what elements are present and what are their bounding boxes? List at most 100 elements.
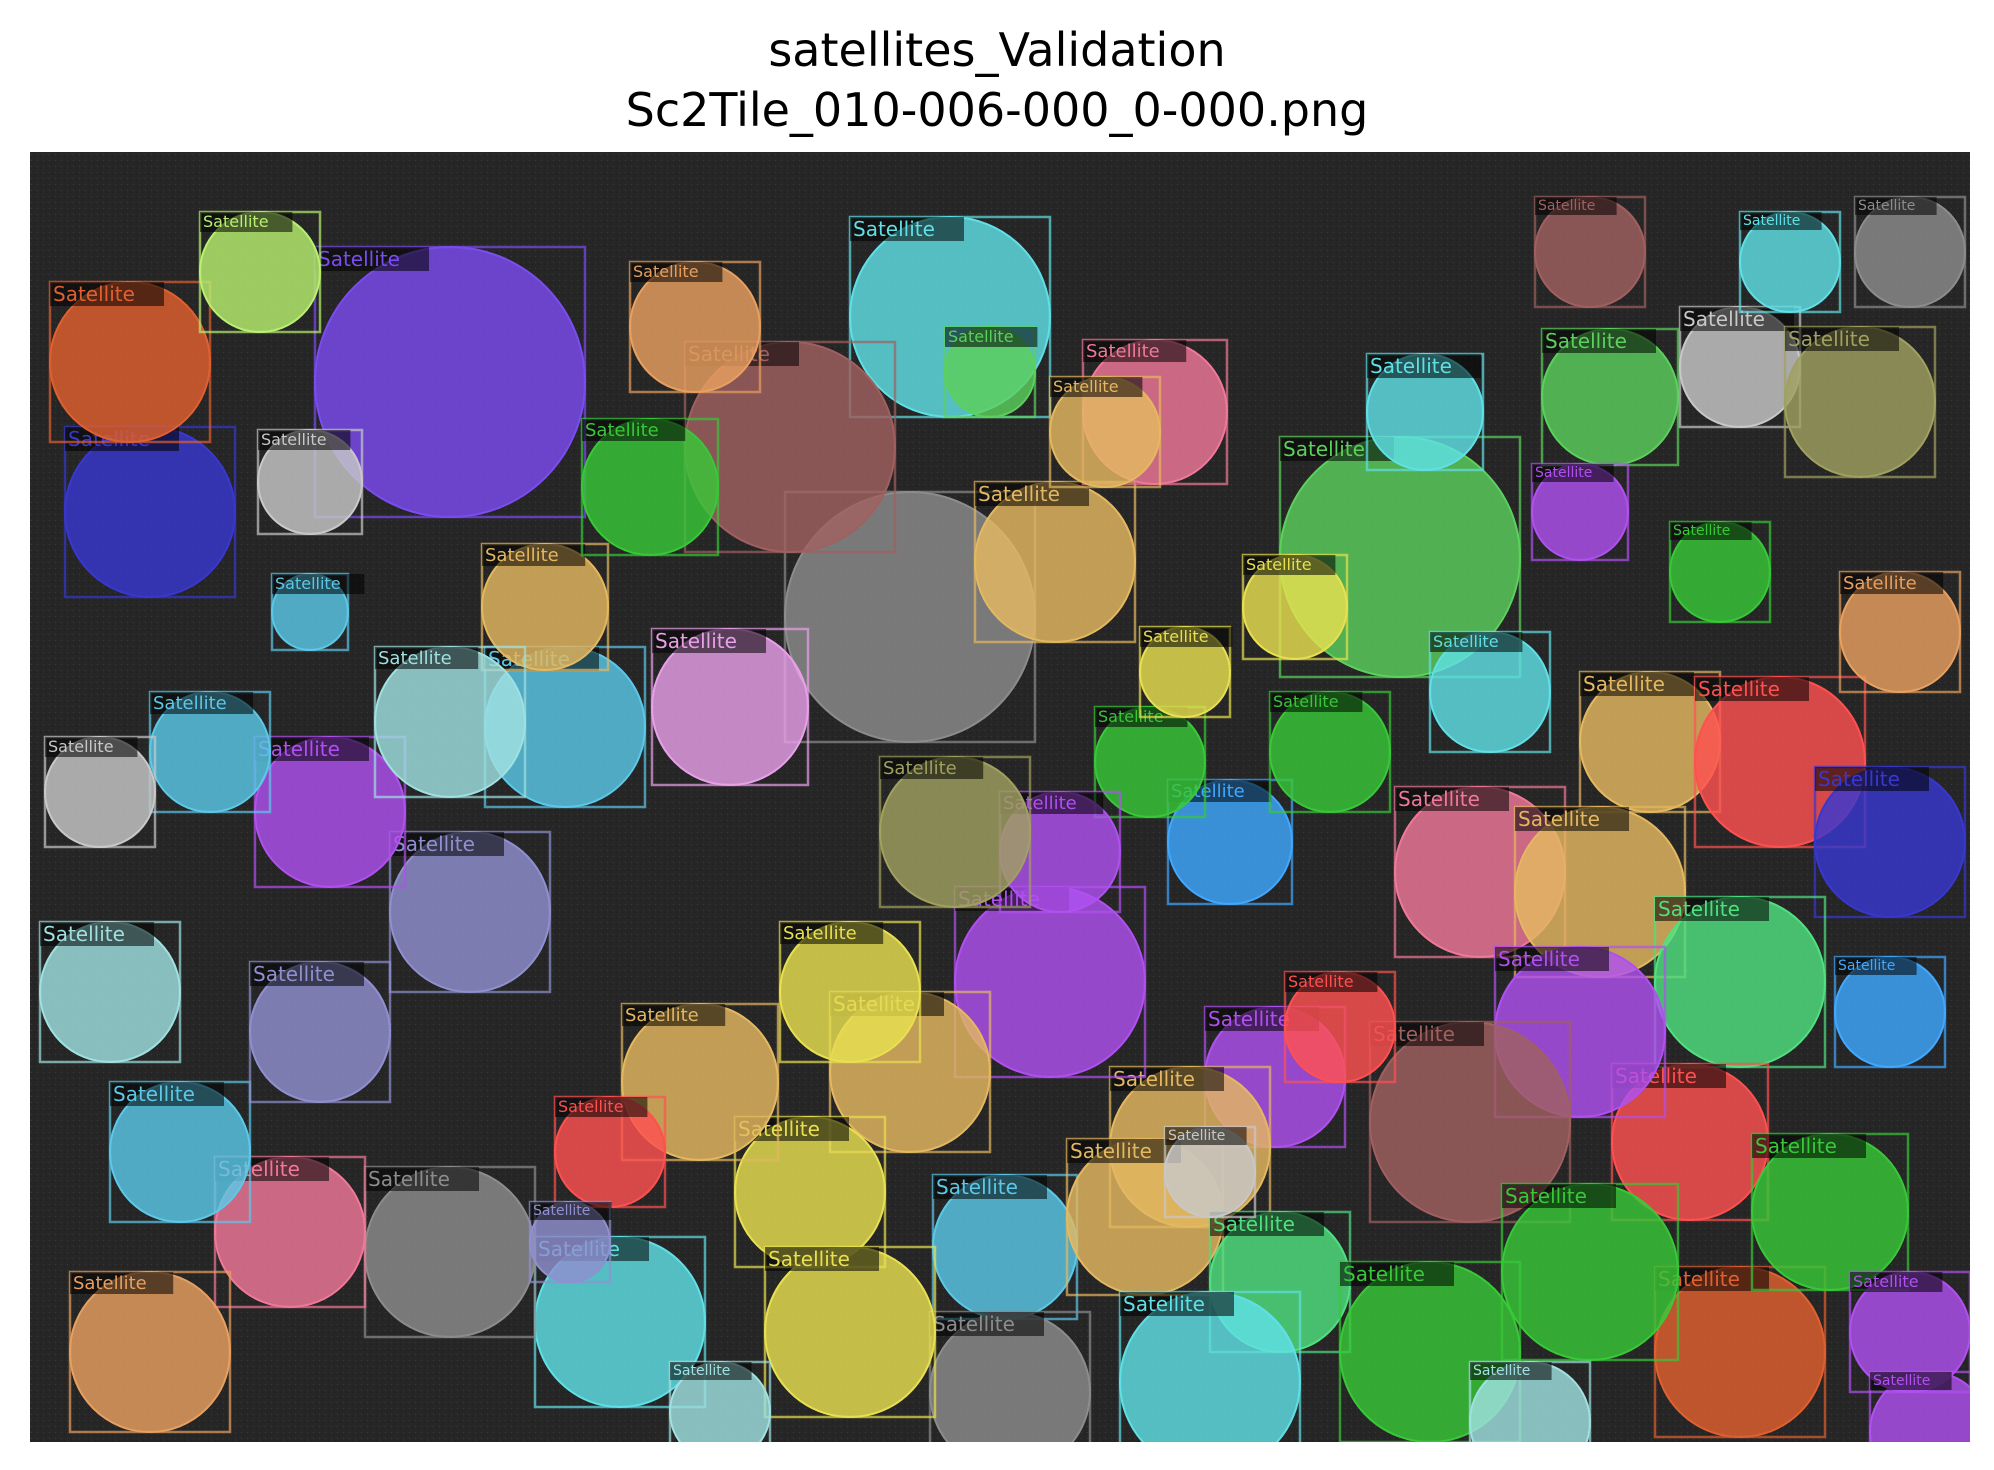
label-background: [375, 647, 479, 669]
label-background: [1165, 1127, 1247, 1145]
label-background: [945, 327, 1038, 347]
label-background: [1067, 1139, 1181, 1163]
label-background: [365, 1167, 479, 1191]
class-label: Satellite: [43, 922, 125, 946]
particle-mask: [69, 1271, 231, 1433]
class-label: Satellite: [1505, 1184, 1587, 1208]
label-background: [1670, 522, 1752, 540]
label-background: [50, 282, 164, 306]
class-label: Satellite: [783, 923, 857, 944]
label-background: [1243, 555, 1336, 575]
class-label: Satellite: [258, 737, 340, 761]
label-background: [1395, 787, 1509, 811]
label-background: [1695, 677, 1809, 701]
label-background: [622, 1004, 726, 1026]
particle-mask: [879, 756, 1031, 908]
class-label: Satellite: [1698, 677, 1780, 701]
particle-mask: [1654, 896, 1826, 1068]
label-background: [1655, 897, 1769, 921]
class-label: Satellite: [1143, 627, 1209, 646]
label-background: [255, 737, 369, 761]
class-label: Satellite: [1658, 897, 1740, 921]
class-label: Satellite: [853, 217, 935, 241]
class-label: Satellite: [558, 1097, 624, 1116]
class-label: Satellite: [1113, 1067, 1195, 1091]
figure-title-line1: satellites_Validation: [768, 23, 1226, 77]
label-background: [40, 922, 154, 946]
particle-mask: [364, 1166, 536, 1338]
label-background: [880, 757, 984, 779]
class-label: Satellite: [1168, 1128, 1225, 1144]
label-background: [1285, 972, 1378, 992]
label-background: [1502, 1184, 1616, 1208]
label-background: [1740, 212, 1822, 230]
bounding-box: [313, 245, 587, 519]
label-background: [1870, 1372, 1952, 1390]
label-background: [1515, 807, 1629, 831]
label-background: [1835, 957, 1917, 975]
class-label: Satellite: [1473, 1363, 1530, 1379]
label-background: [1470, 1362, 1552, 1380]
class-label: Satellite: [1673, 523, 1730, 539]
class-label: Satellite: [1755, 1134, 1837, 1158]
class-label: Satellite: [1498, 947, 1580, 971]
label-background: [582, 419, 686, 441]
class-label: Satellite: [1343, 1262, 1425, 1286]
class-label: Satellite: [1053, 377, 1119, 396]
class-label: Satellite: [113, 1082, 195, 1106]
label-background: [850, 217, 964, 241]
segmentation-overlay: Satellite Satellite Satellite Satellite Sate…: [30, 152, 1970, 1442]
label-background: [390, 832, 504, 856]
particle-mask: [374, 646, 526, 798]
label-background: [1850, 1272, 1943, 1292]
label-background: [315, 247, 429, 271]
class-label: Satellite: [53, 282, 135, 306]
class-label: Satellite: [153, 693, 227, 714]
label-background: [1785, 327, 1899, 351]
class-label: Satellite: [203, 212, 269, 231]
class-label: Satellite: [948, 327, 1014, 346]
label-background: [45, 737, 138, 757]
class-label: Satellite: [318, 247, 400, 271]
label-background: [630, 262, 723, 282]
class-label: Satellite: [368, 1167, 450, 1191]
class-label: Satellite: [1818, 767, 1900, 791]
class-label: Satellite: [1683, 307, 1765, 331]
class-label: Satellite: [1288, 972, 1354, 991]
label-background: [780, 922, 884, 944]
class-label: Satellite: [655, 629, 737, 653]
class-label: Satellite: [1086, 341, 1160, 362]
label-background: [530, 1202, 612, 1220]
class-label: Satellite: [1853, 1272, 1919, 1291]
class-label: Satellite: [673, 1363, 730, 1379]
class-label: Satellite: [933, 1312, 1015, 1336]
class-label: Satellite: [625, 1005, 699, 1026]
class-label: Satellite: [1208, 1007, 1290, 1031]
label-background: [670, 1362, 752, 1380]
class-label: Satellite: [73, 1273, 147, 1294]
label-background: [1367, 354, 1481, 378]
label-background: [1270, 692, 1363, 712]
particle-mask: [764, 1246, 936, 1418]
label-background: [200, 212, 293, 232]
label-background: [70, 1272, 174, 1294]
class-label: Satellite: [261, 430, 327, 449]
label-background: [1535, 197, 1617, 215]
class-label: Satellite: [393, 832, 475, 856]
class-label: Satellite: [1838, 958, 1895, 974]
class-label: Satellite: [378, 648, 452, 669]
class-label: Satellite: [1398, 787, 1480, 811]
label-background: [1140, 627, 1233, 647]
class-label: Satellite: [633, 262, 699, 281]
label-background: [150, 692, 254, 714]
class-label: Satellite: [485, 545, 559, 566]
label-background: [1580, 672, 1694, 696]
label-background: [1495, 947, 1609, 971]
class-label: Satellite: [1743, 213, 1800, 229]
class-label: Satellite: [1843, 573, 1917, 594]
label-background: [765, 1247, 879, 1271]
class-label: Satellite: [1273, 692, 1339, 711]
class-label: Satellite: [1788, 327, 1870, 351]
class-label: Satellite: [533, 1203, 590, 1219]
label-background: [1110, 1067, 1224, 1091]
